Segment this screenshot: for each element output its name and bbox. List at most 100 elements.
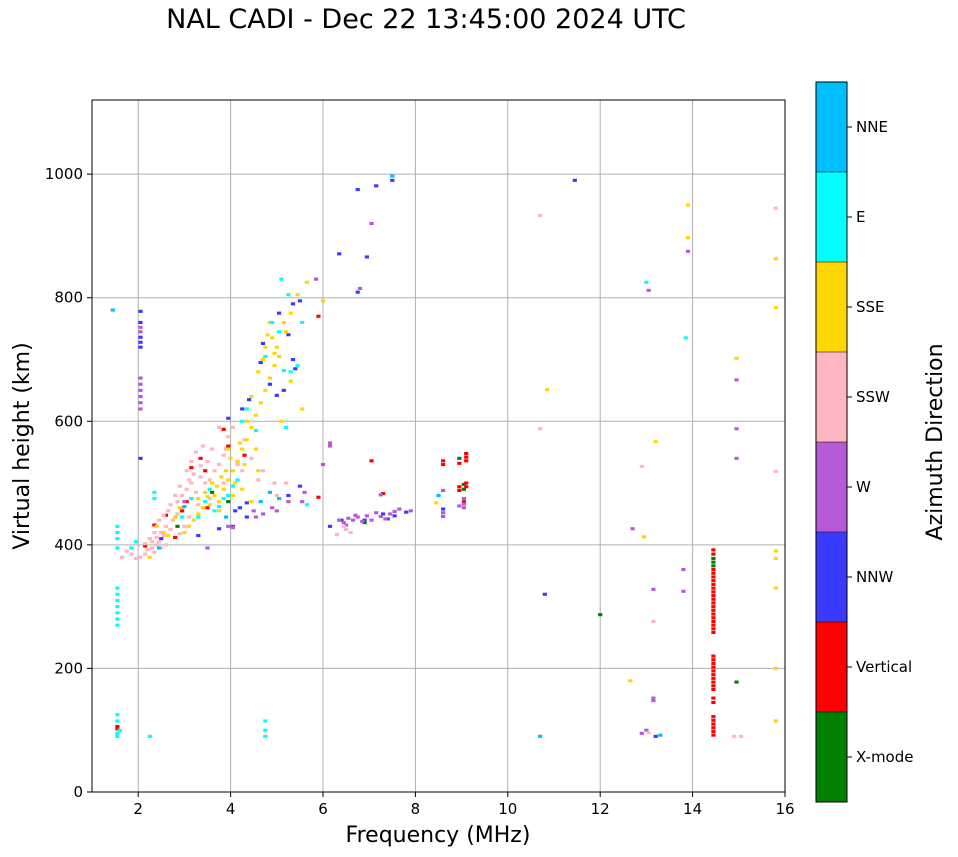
data-point <box>260 512 266 516</box>
data-point <box>346 516 351 520</box>
data-point <box>378 514 383 518</box>
x-axis-label: Frequency (MHz) <box>346 823 531 848</box>
data-point <box>461 500 466 504</box>
data-point <box>263 345 268 349</box>
data-point <box>644 280 649 284</box>
series-w <box>138 222 739 735</box>
data-point <box>639 731 644 735</box>
data-point <box>182 500 187 504</box>
data-point <box>217 425 222 429</box>
data-point <box>545 388 550 392</box>
data-point <box>115 531 120 535</box>
data-point <box>277 330 282 334</box>
colorbar-tick-label: SSW <box>856 388 890 406</box>
data-point <box>711 579 716 583</box>
data-point <box>210 481 215 485</box>
data-point <box>711 616 716 620</box>
data-point <box>646 288 651 292</box>
data-point <box>263 728 268 732</box>
data-point <box>207 503 212 507</box>
data-point <box>355 188 360 192</box>
data-point <box>369 459 374 463</box>
data-point <box>244 515 249 519</box>
data-point <box>297 299 302 303</box>
data-point <box>651 696 656 700</box>
data-point <box>198 464 203 468</box>
data-point <box>572 178 577 182</box>
colorbar-swatch <box>816 442 847 532</box>
x-tick-label: 16 <box>775 800 794 818</box>
data-point <box>166 534 171 538</box>
colorbar-tick-label: NNW <box>856 568 893 586</box>
data-point <box>274 509 279 513</box>
data-point <box>461 502 466 506</box>
data-point <box>143 552 148 556</box>
data-point <box>397 507 402 511</box>
data-point <box>115 617 120 621</box>
data-point <box>392 514 397 518</box>
data-point <box>651 619 656 623</box>
plot-frame <box>91 99 786 793</box>
data-point <box>260 341 266 345</box>
data-point <box>235 459 240 463</box>
data-point <box>133 556 138 560</box>
data-point <box>180 515 185 519</box>
data-point <box>267 382 272 386</box>
data-point <box>152 531 157 535</box>
data-point <box>205 506 210 510</box>
colorbar-swatch <box>816 532 847 622</box>
data-point <box>337 518 342 522</box>
data-point <box>304 503 309 507</box>
data-point <box>186 524 192 528</box>
data-point <box>281 369 286 373</box>
data-point <box>362 521 367 525</box>
x-axis: 2 4 6 8 10 12 14 16 <box>133 792 795 818</box>
data-point <box>251 509 256 513</box>
data-point <box>304 280 309 284</box>
data-point <box>711 605 716 609</box>
data-point <box>711 631 716 635</box>
data-point <box>226 478 231 482</box>
data-point <box>138 325 143 329</box>
data-point <box>184 500 189 504</box>
data-point <box>129 552 134 556</box>
colorbar-tick-label: W <box>856 478 871 496</box>
y-axis: 0 200 400 600 800 1000 <box>45 165 92 801</box>
data-point <box>277 354 282 358</box>
data-point <box>711 575 716 579</box>
data-point <box>327 444 333 448</box>
data-point <box>265 333 270 337</box>
data-point <box>115 734 120 738</box>
data-point <box>115 719 120 723</box>
data-point <box>711 594 716 598</box>
data-point <box>203 500 208 504</box>
data-points <box>110 174 778 738</box>
data-point <box>711 597 716 601</box>
data-point <box>341 524 346 528</box>
data-point <box>143 542 148 546</box>
data-point <box>198 475 203 479</box>
data-point <box>337 252 342 256</box>
data-point <box>242 453 247 457</box>
x-tick-label: 2 <box>133 800 143 818</box>
data-point <box>711 680 716 684</box>
data-point <box>387 512 393 516</box>
data-point <box>221 497 226 501</box>
data-point <box>138 376 143 380</box>
data-point <box>154 535 159 539</box>
data-point <box>168 503 173 507</box>
data-point <box>272 481 277 485</box>
data-point <box>226 524 231 528</box>
data-point <box>115 586 120 590</box>
data-point <box>277 497 282 501</box>
data-point <box>461 497 466 501</box>
data-point <box>357 286 363 290</box>
data-point <box>244 419 249 423</box>
data-point <box>260 358 266 362</box>
data-point <box>258 500 263 504</box>
data-point <box>344 527 349 531</box>
data-point <box>773 306 778 310</box>
data-point <box>734 427 739 431</box>
data-point <box>385 517 390 521</box>
data-point <box>270 506 275 510</box>
